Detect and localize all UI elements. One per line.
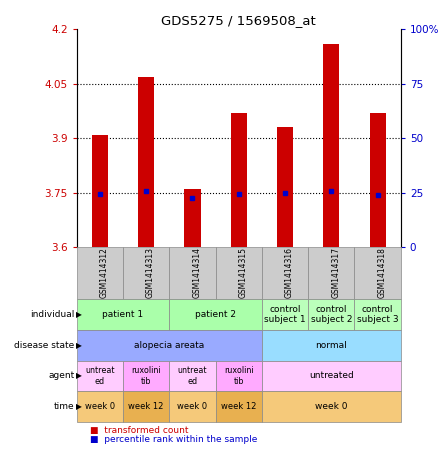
Text: GSM1414312: GSM1414312 xyxy=(100,247,109,299)
Text: normal: normal xyxy=(315,341,347,350)
Text: ▶: ▶ xyxy=(76,341,81,350)
Text: patient 2: patient 2 xyxy=(195,310,236,319)
Bar xyxy=(230,113,247,247)
Bar xyxy=(184,189,201,247)
Bar xyxy=(323,44,339,247)
Bar xyxy=(277,127,293,247)
Text: week 0: week 0 xyxy=(177,402,208,411)
Text: GSM1414318: GSM1414318 xyxy=(378,247,387,299)
Text: week 12: week 12 xyxy=(128,402,164,411)
Text: ruxolini
tib: ruxolini tib xyxy=(131,366,161,386)
Text: alopecia areata: alopecia areata xyxy=(134,341,205,350)
Bar xyxy=(370,113,386,247)
Text: ▶: ▶ xyxy=(76,310,81,319)
Text: untreat
ed: untreat ed xyxy=(85,366,115,386)
Text: ruxolini
tib: ruxolini tib xyxy=(224,366,254,386)
Text: untreat
ed: untreat ed xyxy=(178,366,207,386)
Text: GSM1414315: GSM1414315 xyxy=(239,247,248,299)
Text: week 0: week 0 xyxy=(85,402,115,411)
Text: GSM1414317: GSM1414317 xyxy=(331,247,340,299)
Text: ▶: ▶ xyxy=(76,371,81,381)
Text: ■  percentile rank within the sample: ■ percentile rank within the sample xyxy=(90,435,257,444)
Text: control
subject 2: control subject 2 xyxy=(311,305,352,324)
Text: disease state: disease state xyxy=(14,341,74,350)
Text: control
subject 3: control subject 3 xyxy=(357,305,399,324)
Bar xyxy=(92,135,108,247)
Bar xyxy=(138,77,154,247)
Text: week 0: week 0 xyxy=(315,402,348,411)
Text: ■  transformed count: ■ transformed count xyxy=(90,426,188,435)
Text: individual: individual xyxy=(30,310,74,319)
Title: GDS5275 / 1569508_at: GDS5275 / 1569508_at xyxy=(161,14,316,27)
Text: ▶: ▶ xyxy=(76,402,81,411)
Text: week 12: week 12 xyxy=(221,402,256,411)
Text: time: time xyxy=(54,402,74,411)
Text: GSM1414314: GSM1414314 xyxy=(192,247,201,299)
Text: GSM1414316: GSM1414316 xyxy=(285,247,294,299)
Text: agent: agent xyxy=(48,371,74,381)
Text: GSM1414313: GSM1414313 xyxy=(146,247,155,299)
Text: untreated: untreated xyxy=(309,371,354,381)
Text: control
subject 1: control subject 1 xyxy=(264,305,306,324)
Text: patient 1: patient 1 xyxy=(102,310,144,319)
